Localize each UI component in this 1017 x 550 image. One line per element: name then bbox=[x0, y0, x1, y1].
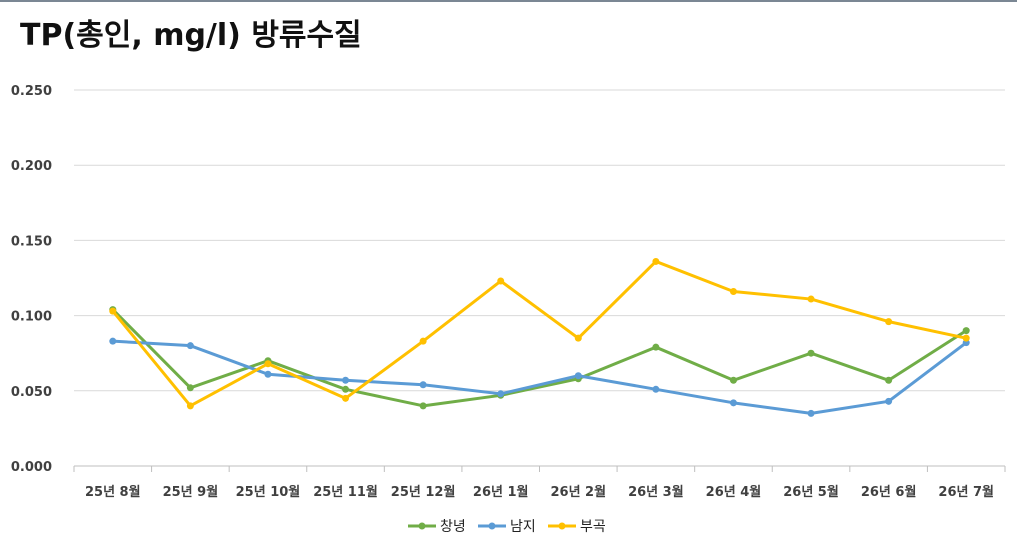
data-point bbox=[342, 376, 350, 384]
data-point bbox=[419, 402, 427, 410]
data-point bbox=[729, 288, 737, 296]
data-point bbox=[885, 376, 893, 384]
y-tick-label: 0.000 bbox=[11, 460, 52, 475]
legend-entry-label: 부곡 bbox=[580, 519, 606, 535]
data-point bbox=[186, 384, 194, 392]
x-tick-label: 25년 9월 bbox=[163, 484, 219, 500]
data-point bbox=[962, 334, 970, 342]
data-point bbox=[729, 399, 737, 407]
x-tick-label: 25년 8월 bbox=[85, 484, 141, 500]
data-point bbox=[186, 402, 194, 410]
data-point bbox=[419, 337, 427, 345]
data-point bbox=[729, 376, 737, 384]
y-tick-label: 0.100 bbox=[11, 310, 52, 325]
x-tick-label: 26년 2월 bbox=[550, 484, 606, 500]
data-point bbox=[962, 327, 970, 335]
data-point bbox=[497, 277, 505, 285]
data-point bbox=[186, 342, 194, 350]
legend: 창녕 남지 부곡 bbox=[408, 519, 606, 535]
x-tick-label: 25년 11월 bbox=[313, 484, 378, 500]
gridlines bbox=[74, 89, 1005, 392]
x-tick-label: 26년 1월 bbox=[473, 484, 529, 500]
data-point bbox=[574, 372, 582, 380]
chart-title: TP(총인, mg/l) 방류수질 bbox=[20, 18, 362, 53]
data-point bbox=[885, 397, 893, 405]
x-tick-label: 25년 12월 bbox=[391, 484, 456, 500]
data-point bbox=[109, 307, 117, 315]
data-point bbox=[807, 349, 815, 357]
x-tick-label: 26년 7월 bbox=[938, 484, 994, 500]
x-tick-label: 26년 3월 bbox=[628, 484, 684, 500]
x-tick-label: 26년 6월 bbox=[861, 484, 917, 500]
series-line bbox=[111, 308, 968, 408]
y-axis-tick-labels: 0.000 0.050 0.100 0.150 0.200 0.250 bbox=[11, 84, 52, 475]
legend-entry-label: 남지 bbox=[510, 519, 536, 535]
x-tick-label: 26년 4월 bbox=[706, 484, 762, 500]
series-lines bbox=[111, 259, 968, 415]
data-point bbox=[109, 337, 117, 345]
legend-swatch-marker bbox=[488, 522, 496, 530]
data-point bbox=[264, 360, 272, 368]
legend-swatch-marker bbox=[558, 522, 566, 530]
y-tick-label: 0.050 bbox=[11, 385, 52, 400]
y-tick-label: 0.150 bbox=[11, 234, 52, 249]
data-point bbox=[342, 385, 350, 393]
x-axis-tick-labels: 25년 8월 25년 9월 25년 10월 25년 11월 25년 12월 26년 1월 2… bbox=[85, 484, 994, 500]
data-point bbox=[652, 257, 660, 265]
x-tick-label: 25년 10월 bbox=[236, 484, 301, 500]
data-point bbox=[574, 334, 582, 342]
y-tick-label: 0.250 bbox=[11, 84, 52, 99]
y-tick-label: 0.200 bbox=[11, 159, 52, 174]
data-point bbox=[652, 385, 660, 393]
series-points bbox=[109, 257, 970, 417]
data-point bbox=[419, 381, 427, 389]
data-point bbox=[807, 295, 815, 303]
data-point bbox=[342, 394, 350, 402]
top-rule bbox=[0, 0, 1017, 2]
data-point bbox=[885, 318, 893, 326]
legend-entry-label: 창녕 bbox=[440, 519, 466, 535]
data-point bbox=[264, 370, 272, 378]
data-point bbox=[652, 343, 660, 351]
data-point bbox=[497, 390, 505, 398]
axes bbox=[73, 465, 1006, 472]
data-point bbox=[807, 409, 815, 417]
legend-swatch-marker bbox=[418, 522, 426, 530]
x-tick-label: 26년 5월 bbox=[783, 484, 839, 500]
series-line bbox=[111, 259, 968, 408]
